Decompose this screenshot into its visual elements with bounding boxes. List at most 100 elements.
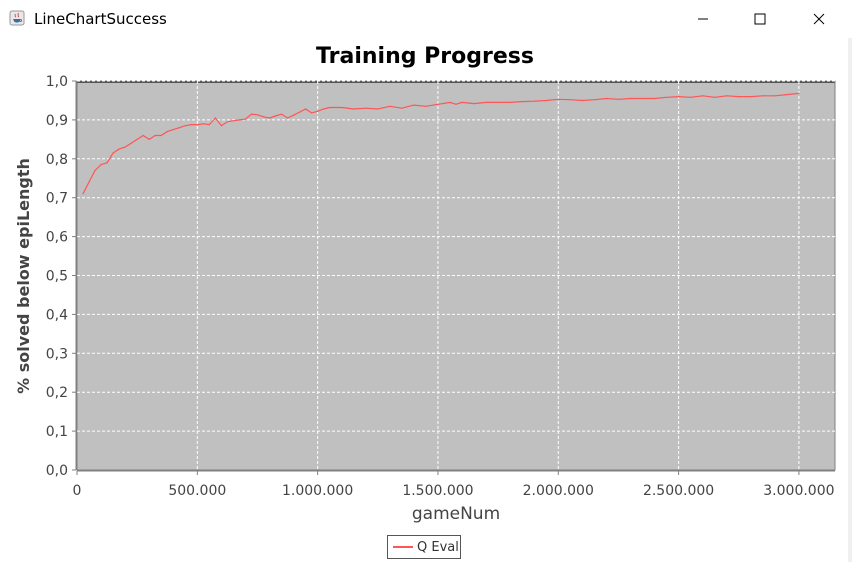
data-point [389,105,391,107]
data-point [690,96,692,98]
data-point [94,169,96,172]
data-point [238,119,240,121]
data-point [130,142,132,144]
data-point [208,124,210,126]
data-point [329,106,331,109]
data-point [605,97,608,100]
minimize-button[interactable] [680,0,726,38]
data-point [287,117,289,119]
plot-area [76,80,836,471]
data-point [786,94,788,96]
data-point [82,193,84,195]
close-button[interactable] [796,0,842,38]
data-point [293,114,295,116]
java-icon [9,10,25,26]
series-layer [82,92,800,195]
data-point [274,115,277,117]
data-point [653,97,656,100]
data-point [118,148,120,150]
data-point [262,116,265,118]
data-point [305,108,307,110]
data-point [244,118,246,120]
chart-legend: Q Eval [387,535,461,559]
data-point [750,96,752,98]
data-point [148,138,150,140]
data-point [401,107,403,109]
data-point [437,103,439,105]
close-icon [813,13,825,25]
y-tick-label: 0,0 [46,463,68,479]
grid-lines [77,80,835,470]
title-bar: LineChartSuccess [0,0,852,38]
data-point [220,125,222,127]
data-point [88,181,90,183]
data-point [413,104,415,106]
data-point [154,134,156,137]
window-title: LineChartSuccess [34,10,167,28]
axes: 0,0 0,1 0,2 0,3 0,4 0,5 0,6 0,7 0,8 0,9 1,0 0 500.00… [46,74,835,499]
data-point [762,95,764,97]
data-point [232,120,234,122]
data-point [214,117,216,119]
maximize-button[interactable] [737,0,783,38]
data-point [726,95,728,97]
data-point [202,123,204,125]
data-point [629,97,632,100]
data-point [280,113,283,115]
data-point [317,110,319,112]
x-tick-label: 1.000.000 [282,483,353,499]
x-tick-label: 2.000.000 [523,483,594,499]
data-point [353,108,355,110]
data-point [184,125,186,127]
data-point [666,96,668,98]
data-point [172,129,174,131]
data-point [425,105,427,107]
x-tick-label: 500.000 [168,483,226,499]
line-chart: Training Progress 0,00,10,20,30,40,50,60… [14,44,836,524]
y-tick-label: 1,0 [46,74,68,90]
data-point [509,101,511,103]
chart-panel: Training Progress 0,0 0,1 0,2 0,3 0,4 0,5 0,6 0… [0,38,848,562]
x-tick-label: 1.500.000 [402,483,473,499]
data-point [142,134,144,137]
x-axis-label: gameNum [412,504,500,524]
y-tick-label: 0,8 [46,152,68,168]
data-point [455,103,457,105]
data-point [323,108,325,110]
data-point [738,96,740,98]
y-tick-label: 0,9 [46,113,68,129]
x-tick-label: 0 [73,483,82,499]
data-point [112,152,114,154]
data-point [485,101,487,103]
data-point [100,164,102,166]
data-point [226,121,228,123]
minimize-icon [698,18,708,20]
data-point [798,92,800,94]
data-point [581,99,583,102]
data-point [311,112,313,114]
data-point [106,162,108,164]
legend-swatch [393,546,413,548]
y-tick-label: 0,7 [46,191,68,207]
data-point [473,103,475,105]
maximize-icon [754,13,766,25]
data-point [160,134,162,137]
x-tick-label: 3.000.000 [763,483,834,499]
data-point [341,106,343,109]
y-axis-label: % solved below epiLength [14,158,33,394]
data-point [641,97,644,100]
chart-title: Training Progress [316,44,534,69]
data-point [166,131,168,133]
y-tick-label: 0,3 [46,346,68,362]
x-tick-label: 2.500.000 [643,483,714,499]
data-point [377,108,379,110]
y-tick-label: 0,4 [46,307,68,323]
data-point [774,95,776,97]
data-point [617,98,620,100]
data-point [256,114,259,116]
series-line [82,92,799,195]
data-point [714,96,716,98]
data-point [124,146,126,148]
data-point [497,101,499,103]
data-point [449,101,451,103]
